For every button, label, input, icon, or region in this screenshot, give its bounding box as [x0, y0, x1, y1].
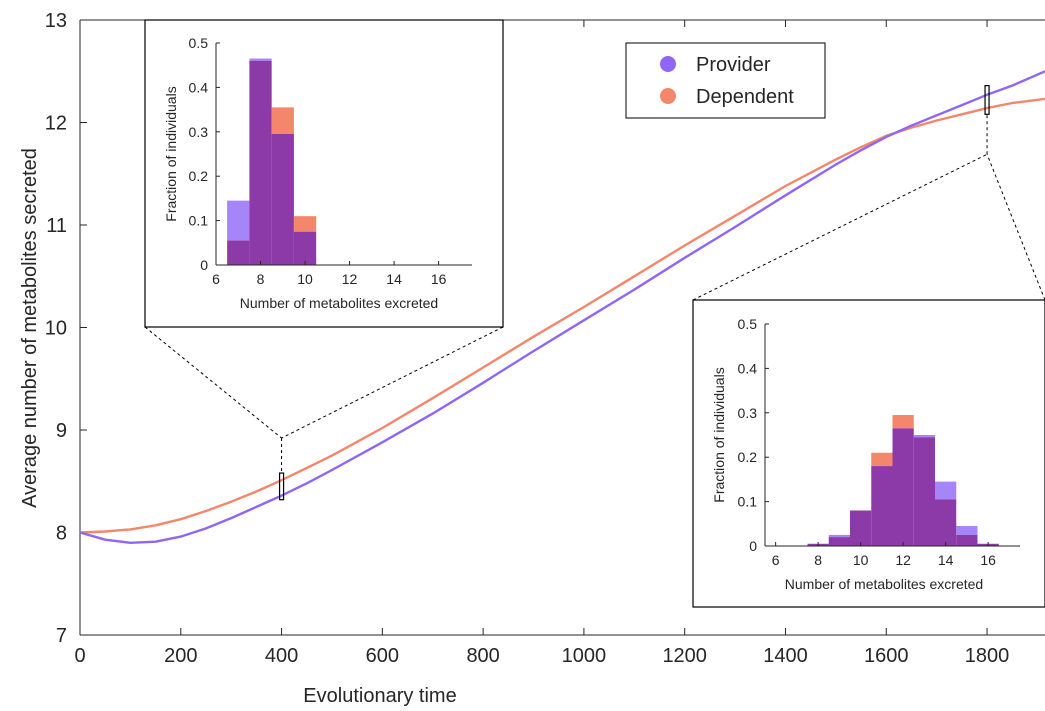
inset-x-tick-label: 8	[257, 271, 265, 287]
hist-bar-provider	[913, 435, 935, 438]
inset-x-tick-label: 14	[938, 552, 954, 568]
inset-y-tick-label: 0.4	[189, 79, 209, 95]
inset-x-tick-label: 12	[342, 271, 358, 287]
inset-y-axis-label: Fraction of individuals	[711, 367, 727, 502]
x-tick-label: 800	[466, 645, 499, 667]
hist-bar-overlap	[249, 60, 272, 266]
connector-line	[986, 154, 1045, 301]
series-line-provider	[79, 70, 1045, 544]
hist-bar-provider	[935, 481, 957, 500]
sample-marker	[984, 84, 990, 115]
inset-y-tick-label: 0	[200, 257, 208, 273]
inset-x-tick-label: 6	[772, 552, 780, 568]
x-tick-label: 400	[265, 645, 298, 667]
legend-marker-dependent	[660, 88, 676, 104]
legend-box	[625, 42, 826, 119]
hist-bar-overlap	[828, 537, 850, 546]
series-line-dependent	[79, 97, 1045, 534]
inset-x-tick-label: 16	[431, 271, 447, 287]
legend-label-provider: Provider	[696, 54, 771, 76]
inset-x-tick-label: 12	[895, 552, 911, 568]
x-tick-label: 1600	[864, 645, 909, 667]
x-tick-label: 1000	[562, 645, 607, 667]
y-tick-label: 9	[56, 420, 67, 442]
y-tick-label: 13	[45, 10, 67, 32]
legend-marker-provider	[660, 56, 676, 72]
x-tick-label: 600	[366, 645, 399, 667]
y-tick-label: 11	[46, 215, 67, 237]
sample-marker	[278, 472, 285, 501]
inset-frame	[692, 299, 1045, 608]
hist-bar-overlap	[227, 240, 250, 265]
inset-y-tick-label: 0.1	[738, 494, 758, 510]
hist-bar-provider	[227, 200, 250, 241]
hist-bar-overlap	[913, 437, 935, 546]
hist-bar-dependent	[871, 452, 893, 467]
inset-x-tick-label: 14	[386, 271, 402, 287]
x-tick-label: 200	[164, 645, 197, 667]
x-tick-label: 1400	[763, 645, 808, 667]
hist-bar-overlap	[956, 534, 978, 546]
x-tick-label: 1200	[662, 645, 707, 667]
hist-bar-overlap	[293, 231, 317, 265]
connector-line	[692, 153, 988, 301]
hist-bar-provider	[249, 58, 272, 61]
legend: Provider Dependent	[625, 42, 826, 119]
y-tick-label: 8	[56, 523, 67, 545]
y-tick-label: 7	[56, 625, 67, 647]
inset-y-axis-label: Fraction of individuals	[163, 86, 179, 221]
inset-y-tick-label: 0.2	[738, 449, 758, 465]
inset-y-tick-label: 0.3	[189, 124, 209, 140]
connector-line	[144, 326, 282, 439]
inset-x-tick-label: 8	[814, 552, 822, 568]
hist-bar-provider	[828, 534, 850, 538]
inset-y-tick-label: 0.5	[189, 35, 209, 51]
y-tick-label: 10	[45, 318, 67, 340]
inset-histogram-right: 6 8 10 12 14 16 0 0.1 0.2 0.3 0.4 0.5 Number of meta…	[692, 299, 1045, 608]
inset-y-tick-label: 0.1	[189, 213, 209, 229]
hist-bar-overlap	[271, 134, 294, 265]
x-axis-label: Evolutionary time	[303, 685, 456, 707]
inset-x-tick-label: 10	[853, 552, 869, 568]
inset-x-axis-label: Number of metabolites excreted	[785, 576, 983, 592]
hist-bar-overlap	[892, 428, 914, 546]
inset-y-tick-label: 0.2	[189, 168, 209, 184]
inset-x-tick-label: 6	[212, 271, 220, 287]
inset-x-tick-label: 16	[980, 552, 996, 568]
hist-bar-dependent	[271, 107, 294, 135]
y-axis-label: Average number of metabolites secreted	[19, 148, 41, 508]
main-plot-area: 0 200 400 600 800 1000 1200 1400 1600 18007891011…	[45, 10, 1045, 667]
hist-bar-overlap	[935, 499, 957, 546]
connector-line	[281, 326, 504, 439]
hist-bar-dependent	[892, 415, 914, 429]
inset-frame	[144, 19, 504, 328]
inset-y-tick-label: 0.5	[738, 316, 758, 332]
inset-connectors	[144, 114, 1045, 474]
inset-x-axis-label: Number of metabolites excreted	[240, 295, 438, 311]
inset-y-tick-label: 0.4	[738, 360, 758, 376]
hist-bar-overlap	[850, 510, 872, 546]
hist-bar-dependent	[293, 216, 317, 232]
hist-bar-overlap	[871, 466, 893, 546]
y-tick-label: 12	[45, 113, 67, 135]
x-tick-label: 1800	[965, 645, 1010, 667]
hist-bar-provider	[956, 526, 978, 535]
x-tick-label: 0	[74, 645, 85, 667]
inset-x-tick-label: 10	[297, 271, 313, 287]
inset-histogram-left: 6 8 10 12 14 16 0 0.1 0.2 0.3 0.4 0.5 Number of meta…	[144, 19, 504, 328]
legend-label-dependent: Dependent	[696, 86, 794, 108]
inset-y-tick-label: 0	[749, 538, 757, 554]
inset-y-tick-label: 0.3	[738, 405, 758, 421]
